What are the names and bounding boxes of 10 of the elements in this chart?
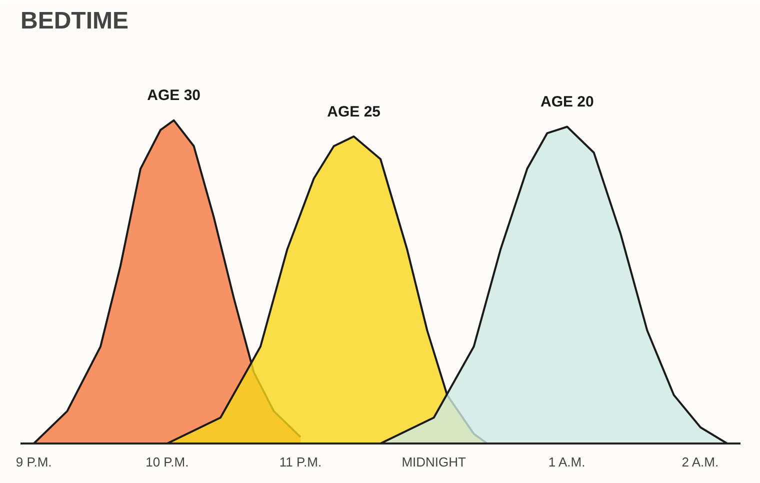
x-tick-label: 11 P.M. xyxy=(279,454,322,470)
series-label: AGE 25 xyxy=(327,103,381,120)
x-tick-label: 10 P.M. xyxy=(146,454,189,470)
x-tick-label: 2 A.M. xyxy=(682,454,719,470)
x-tick-label: 9 P.M. xyxy=(16,454,52,470)
x-tick-label: 1 A.M. xyxy=(548,454,586,470)
series-label: AGE 20 xyxy=(540,94,594,111)
x-tick-label: MIDNIGHT xyxy=(402,454,466,470)
series-label: AGE 30 xyxy=(147,87,201,104)
chart-title: BEDTIME xyxy=(20,8,128,34)
